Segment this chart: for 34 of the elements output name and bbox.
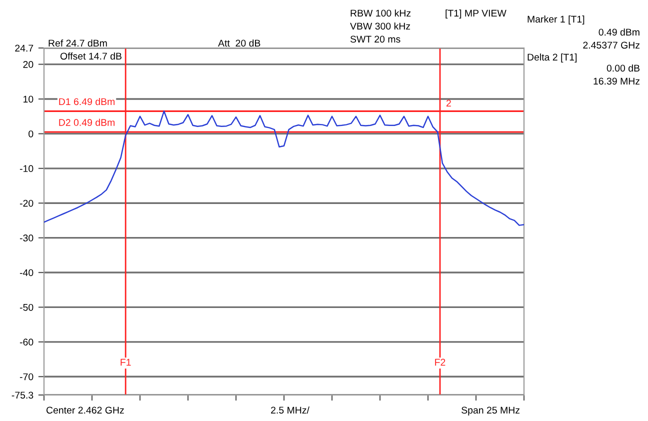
y-tick-label: -50: [20, 304, 34, 311]
y-tick-label: -30: [20, 234, 34, 242]
text: VBW 300 kHz: [350, 22, 410, 30]
text: Marker 1 [T1]: [528, 15, 584, 25]
annotation: F2: [435, 358, 446, 366]
text: Ref 24.7 dBm: [48, 39, 107, 47]
text: Delta 2 [T1]: [528, 53, 577, 63]
text: Span 25 MHz: [462, 406, 520, 416]
ref-line-label: D1 6.49 dBm: [59, 98, 114, 106]
annotation: 2: [446, 100, 451, 107]
annotation: Offset 14.7 dB: [60, 52, 122, 60]
text: Att 20 dB: [218, 39, 260, 47]
text: 0.49 dBm: [598, 28, 640, 36]
y-tick-label: -75.3: [12, 392, 34, 399]
y-tick-label: 0: [28, 130, 34, 138]
line-series: [44, 110, 524, 226]
text: RBW 100 kHz: [350, 9, 411, 17]
text: 0.00 dB: [606, 64, 640, 72]
text: [T1] MP VIEW: [446, 9, 506, 19]
text: Center 2.462 GHz: [46, 406, 124, 414]
y-tick-label: -70: [20, 373, 34, 380]
ref-line-label: D2 0.49 dBm: [59, 118, 114, 126]
y-tick-label: -60: [20, 338, 34, 346]
y-tick-label: -20: [20, 200, 34, 207]
y-tick-label: -40: [20, 269, 34, 276]
y-tick-label: -10: [20, 165, 34, 172]
annotation: F1: [120, 358, 131, 366]
text: 16.39 MHz: [594, 78, 640, 85]
text: 2.45377 GHz: [583, 42, 640, 49]
y-tick-label: 20: [23, 61, 34, 68]
y-tick-label: 24.7: [15, 44, 34, 52]
y-tick-label: 10: [24, 96, 34, 103]
text: SWT 20 ms: [350, 36, 400, 43]
text: 2.5 MHz/: [271, 406, 310, 414]
